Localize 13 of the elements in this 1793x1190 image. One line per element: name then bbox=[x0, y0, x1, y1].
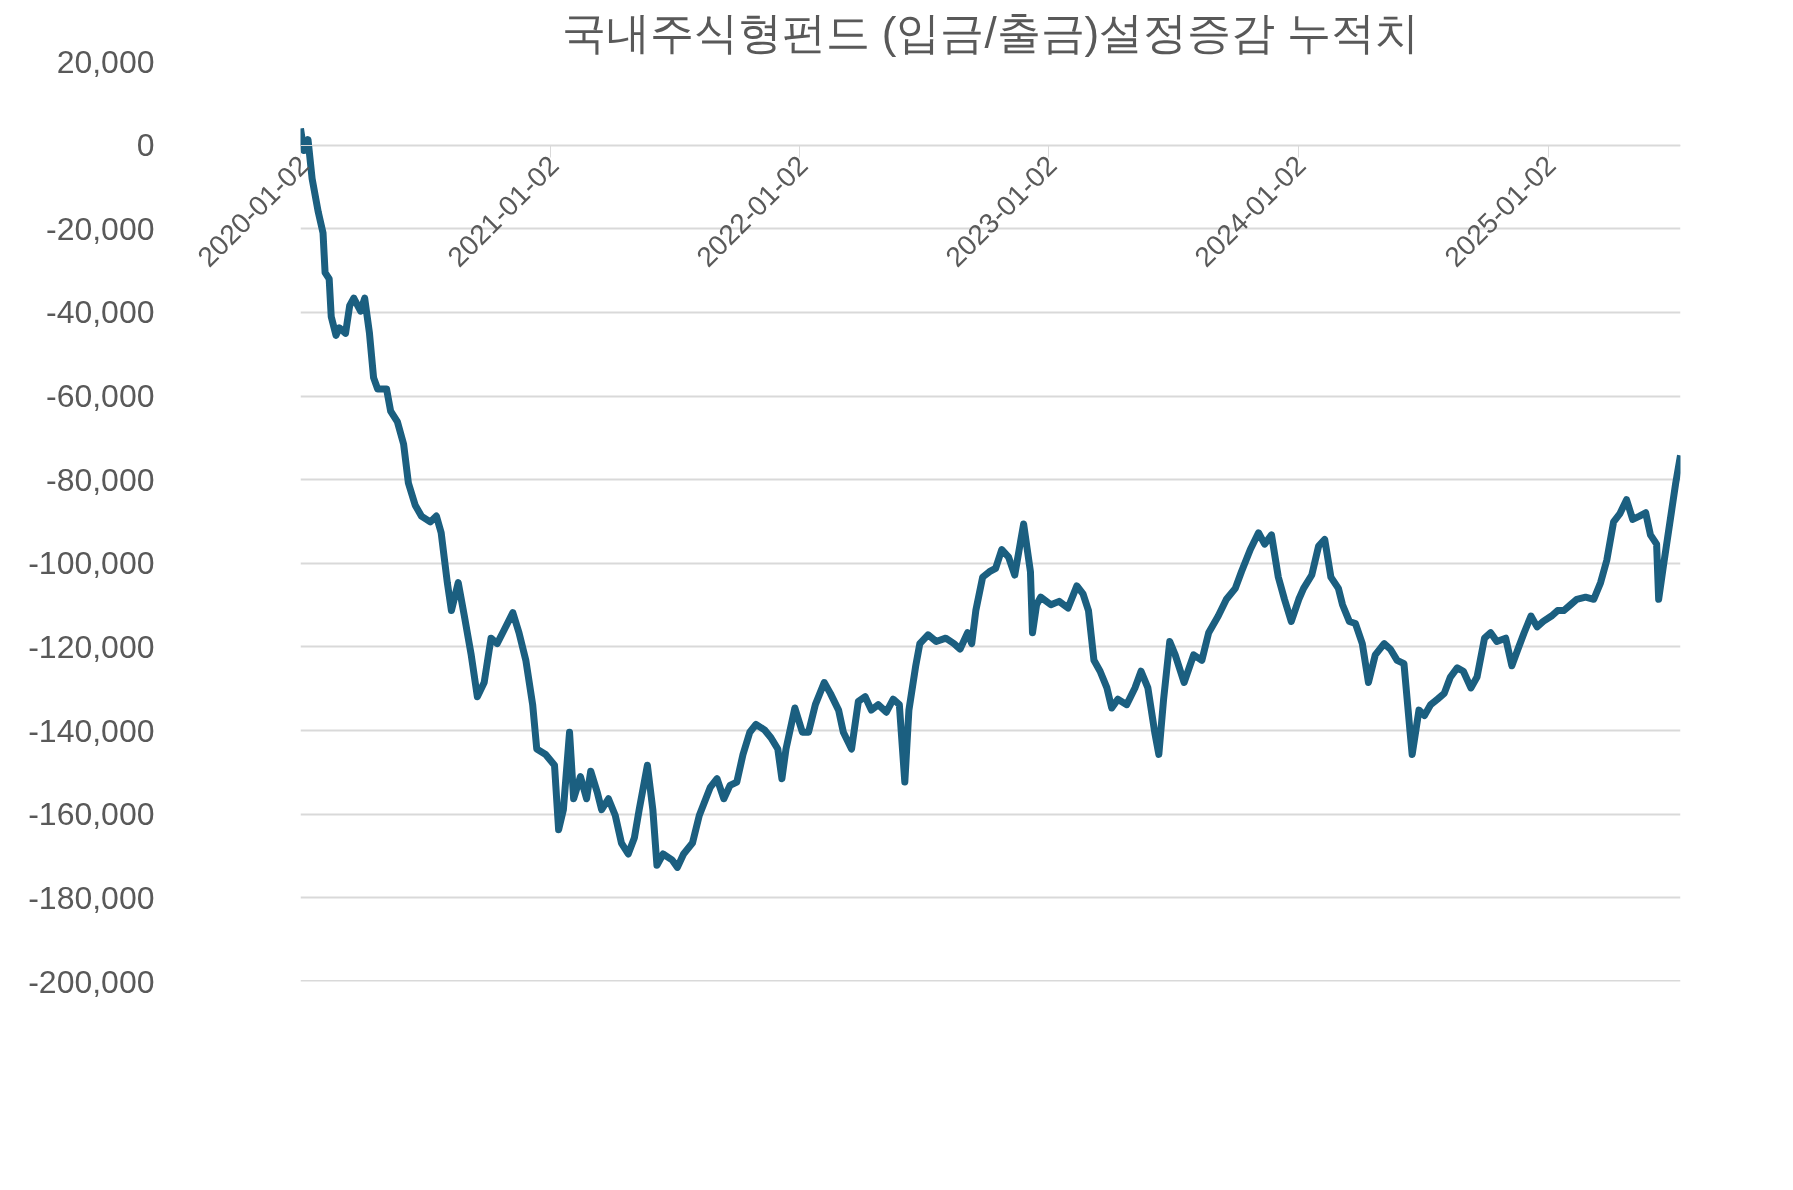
y-tick-label: -140,000 bbox=[28, 712, 155, 749]
y-tick-label: -120,000 bbox=[28, 628, 155, 665]
y-tick-label: -100,000 bbox=[28, 545, 155, 582]
y-tick-label: -80,000 bbox=[45, 461, 155, 498]
y-tick-label: -200,000 bbox=[28, 963, 155, 1000]
y-tick-label: -160,000 bbox=[28, 796, 155, 833]
y-tick-label: -40,000 bbox=[45, 294, 155, 331]
y-tick-label: 20,000 bbox=[56, 43, 155, 80]
y-tick-label: -180,000 bbox=[28, 879, 155, 916]
y-tick-label: -60,000 bbox=[45, 378, 155, 415]
y-tick-label: -20,000 bbox=[45, 210, 155, 247]
chart-title: 국내주식형펀드 (입금/출금)설정증감 누적치 bbox=[561, 7, 1420, 57]
y-tick-label: 0 bbox=[136, 127, 155, 164]
